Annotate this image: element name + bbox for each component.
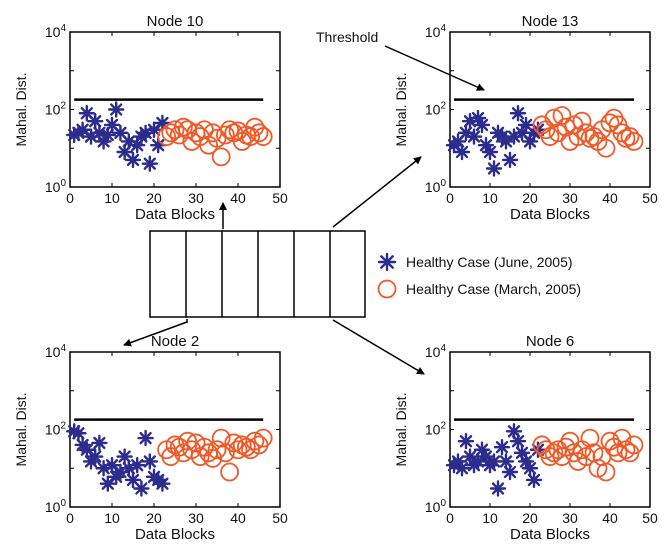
x-tick-label: 50 bbox=[642, 190, 658, 206]
data-point-asterisk bbox=[155, 477, 169, 491]
data-point-circle bbox=[213, 148, 230, 165]
x-axis-label: Data Blocks bbox=[510, 526, 590, 543]
legend-label-june: Healthy Case (June, 2005) bbox=[406, 254, 573, 270]
legend: Healthy Case (June, 2005) Healthy Case (… bbox=[379, 254, 582, 298]
x-tick-label: 0 bbox=[446, 190, 454, 206]
y-tick-label: 104 bbox=[45, 23, 67, 40]
x-tick-label: 30 bbox=[188, 190, 204, 206]
data-point-circle bbox=[602, 433, 619, 450]
panel-node-6: Node 6 0 10 20 30 40 50 100 102 104 Mahal. Dist. Da… bbox=[393, 333, 658, 543]
data-point-asterisk bbox=[109, 103, 123, 117]
data-point-asterisk bbox=[511, 106, 525, 120]
y-tick-label: 104 bbox=[425, 23, 447, 40]
x-tick-label: 20 bbox=[146, 510, 162, 526]
y-tick-label: 104 bbox=[425, 343, 447, 360]
x-tick-label: 20 bbox=[146, 190, 162, 206]
x-tick-label: 30 bbox=[188, 510, 204, 526]
y-axis-label: Mahal. Dist. bbox=[393, 393, 409, 467]
data-point-asterisk bbox=[88, 450, 102, 464]
y-tick-label: 102 bbox=[425, 421, 447, 438]
plot-area-frame bbox=[450, 32, 650, 187]
data-point-asterisk bbox=[126, 153, 140, 167]
chart-title: Node 6 bbox=[526, 333, 574, 350]
x-tick-label: 30 bbox=[562, 510, 578, 526]
legend-circle-icon bbox=[379, 281, 396, 298]
data-point-asterisk bbox=[467, 130, 481, 144]
x-tick-label: 0 bbox=[446, 510, 454, 526]
x-tick-label: 30 bbox=[562, 190, 578, 206]
x-tick-label: 10 bbox=[104, 190, 120, 206]
data-point-asterisk bbox=[483, 145, 497, 159]
x-axis-label: Data Blocks bbox=[135, 526, 215, 543]
x-tick-label: 10 bbox=[104, 510, 120, 526]
x-tick-label: 20 bbox=[522, 510, 538, 526]
threshold-label: Threshold bbox=[316, 29, 378, 45]
panel-node-10: Node 10 0 10 20 30 40 50 100 102 104 Mahal. Dist. D… bbox=[13, 13, 288, 223]
y-axis-label: Mahal. Dist. bbox=[393, 73, 409, 147]
y-tick-label: 100 bbox=[425, 178, 447, 195]
data-point-circle bbox=[562, 433, 579, 450]
legend-asterisk-mark bbox=[379, 254, 395, 270]
x-tick-label: 10 bbox=[482, 510, 498, 526]
x-tick-label: 50 bbox=[272, 510, 288, 526]
x-tick-label: 40 bbox=[602, 190, 618, 206]
data-point-asterisk bbox=[527, 473, 541, 487]
y-tick-label: 100 bbox=[425, 498, 447, 515]
x-tick-label: 50 bbox=[642, 510, 658, 526]
y-tick-label: 102 bbox=[45, 101, 67, 118]
data-point-asterisk bbox=[503, 465, 517, 479]
data-point-asterisk bbox=[92, 436, 106, 450]
x-tick-label: 20 bbox=[522, 190, 538, 206]
arrow-to-node-13 bbox=[333, 157, 421, 227]
chart-title: Node 13 bbox=[522, 13, 579, 30]
y-tick-label: 100 bbox=[45, 498, 67, 515]
data-point-asterisk bbox=[459, 434, 473, 448]
legend-label-march: Healthy Case (March, 2005) bbox=[406, 281, 581, 297]
data-point-asterisk bbox=[143, 157, 157, 171]
y-tick-label: 104 bbox=[45, 343, 67, 360]
legend-circle-mark bbox=[379, 281, 396, 298]
panel-node-2: Node 2 0 10 20 30 40 50 100 102 104 Mahal. Dist. Da… bbox=[13, 333, 288, 543]
data-point-asterisk bbox=[495, 440, 509, 454]
data-point-asterisk bbox=[503, 153, 517, 167]
y-tick-label: 102 bbox=[45, 421, 67, 438]
data-point-asterisk bbox=[134, 482, 148, 496]
legend-asterisk-icon bbox=[379, 254, 395, 270]
y-axis-label: Mahal. Dist. bbox=[13, 73, 29, 147]
data-point-asterisk bbox=[455, 461, 469, 475]
chart-title: Node 2 bbox=[151, 333, 199, 350]
y-tick-label: 100 bbox=[45, 178, 67, 195]
data-point-asterisk bbox=[487, 162, 501, 176]
chart-title: Node 10 bbox=[147, 13, 204, 30]
x-tick-label: 40 bbox=[230, 510, 246, 526]
y-axis-label: Mahal. Dist. bbox=[13, 393, 29, 467]
data-point-asterisk bbox=[139, 431, 153, 445]
data-point-asterisk bbox=[130, 458, 144, 472]
x-tick-label: 10 bbox=[482, 190, 498, 206]
data-point-asterisk bbox=[491, 482, 505, 496]
data-point-asterisk bbox=[143, 454, 157, 468]
x-tick-label: 0 bbox=[66, 190, 74, 206]
y-tick-label: 102 bbox=[425, 101, 447, 118]
data-blocks-diagram bbox=[150, 231, 365, 317]
arrow-to-node-6 bbox=[333, 320, 424, 374]
panel-node-13: Node 13 0 10 20 30 40 50 100 102 104 Mahal. Dist. D… bbox=[393, 13, 658, 223]
plot-area-frame bbox=[70, 32, 280, 187]
data-point-asterisk bbox=[475, 118, 489, 132]
data-point-asterisk bbox=[455, 145, 469, 159]
x-tick-label: 0 bbox=[66, 510, 74, 526]
x-axis-label: Data Blocks bbox=[135, 206, 215, 223]
x-tick-label: 40 bbox=[602, 510, 618, 526]
data-point-circle bbox=[221, 464, 238, 481]
x-tick-label: 40 bbox=[230, 190, 246, 206]
x-axis-label: Data Blocks bbox=[510, 206, 590, 223]
x-tick-label: 50 bbox=[272, 190, 288, 206]
